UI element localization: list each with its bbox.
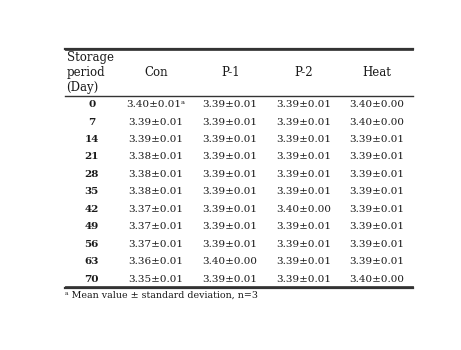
Text: 3.40±0.01ᵃ: 3.40±0.01ᵃ: [127, 100, 186, 109]
Text: 3.39±0.01: 3.39±0.01: [203, 170, 258, 179]
Text: 56: 56: [84, 240, 99, 248]
Text: 3.39±0.01: 3.39±0.01: [349, 187, 404, 196]
Text: 0: 0: [88, 100, 95, 109]
Text: 3.39±0.01: 3.39±0.01: [203, 100, 258, 109]
Text: 3.40±0.00: 3.40±0.00: [203, 257, 258, 266]
Text: 3.39±0.01: 3.39±0.01: [349, 135, 404, 144]
Text: 14: 14: [84, 135, 99, 144]
Text: 3.39±0.01: 3.39±0.01: [276, 170, 331, 179]
Text: 3.38±0.01: 3.38±0.01: [129, 153, 184, 161]
Text: 3.39±0.01: 3.39±0.01: [203, 205, 258, 214]
Text: 3.39±0.01: 3.39±0.01: [276, 257, 331, 266]
Text: P-2: P-2: [294, 66, 313, 79]
Text: Storage
period
(Day): Storage period (Day): [66, 51, 113, 94]
Text: 3.39±0.01: 3.39±0.01: [203, 118, 258, 127]
Text: 3.39±0.01: 3.39±0.01: [276, 153, 331, 161]
Text: 7: 7: [88, 118, 95, 127]
Text: 3.37±0.01: 3.37±0.01: [129, 205, 184, 214]
Text: 3.39±0.01: 3.39±0.01: [203, 240, 258, 248]
Text: ᵃ Mean value ± standard deviation, n=3: ᵃ Mean value ± standard deviation, n=3: [65, 291, 258, 300]
Text: 3.39±0.01: 3.39±0.01: [203, 135, 258, 144]
Text: 3.36±0.01: 3.36±0.01: [129, 257, 184, 266]
Text: 3.39±0.01: 3.39±0.01: [349, 205, 404, 214]
Text: 3.40±0.00: 3.40±0.00: [276, 205, 331, 214]
Text: 3.38±0.01: 3.38±0.01: [129, 187, 184, 196]
Text: Con: Con: [144, 66, 168, 79]
Text: 3.39±0.01: 3.39±0.01: [203, 274, 258, 284]
Text: 3.39±0.01: 3.39±0.01: [276, 187, 331, 196]
Text: 21: 21: [84, 153, 99, 161]
Text: 3.39±0.01: 3.39±0.01: [349, 170, 404, 179]
Text: 3.38±0.01: 3.38±0.01: [129, 170, 184, 179]
Text: P-1: P-1: [221, 66, 240, 79]
Text: 3.39±0.01: 3.39±0.01: [129, 118, 184, 127]
Text: 70: 70: [84, 274, 99, 284]
Text: 3.39±0.01: 3.39±0.01: [276, 222, 331, 231]
Text: 3.39±0.01: 3.39±0.01: [129, 135, 184, 144]
Text: 35: 35: [85, 187, 99, 196]
Text: 3.39±0.01: 3.39±0.01: [203, 187, 258, 196]
Text: 3.39±0.01: 3.39±0.01: [276, 135, 331, 144]
Text: 42: 42: [84, 205, 99, 214]
Text: 3.39±0.01: 3.39±0.01: [349, 240, 404, 248]
Text: 3.39±0.01: 3.39±0.01: [349, 153, 404, 161]
Text: 3.35±0.01: 3.35±0.01: [129, 274, 184, 284]
Text: 3.39±0.01: 3.39±0.01: [276, 118, 331, 127]
Text: Heat: Heat: [362, 66, 391, 79]
Text: 3.40±0.00: 3.40±0.00: [349, 274, 404, 284]
Text: 3.40±0.00: 3.40±0.00: [349, 118, 404, 127]
Text: 63: 63: [84, 257, 99, 266]
Text: 3.40±0.00: 3.40±0.00: [349, 100, 404, 109]
Text: 28: 28: [84, 170, 99, 179]
Text: 49: 49: [85, 222, 99, 231]
Text: 3.37±0.01: 3.37±0.01: [129, 222, 184, 231]
Text: 3.39±0.01: 3.39±0.01: [276, 240, 331, 248]
Text: 3.39±0.01: 3.39±0.01: [349, 257, 404, 266]
Text: 3.39±0.01: 3.39±0.01: [276, 274, 331, 284]
Text: 3.39±0.01: 3.39±0.01: [203, 222, 258, 231]
Text: 3.37±0.01: 3.37±0.01: [129, 240, 184, 248]
Text: 3.39±0.01: 3.39±0.01: [276, 100, 331, 109]
Text: 3.39±0.01: 3.39±0.01: [203, 153, 258, 161]
Text: 3.39±0.01: 3.39±0.01: [349, 222, 404, 231]
